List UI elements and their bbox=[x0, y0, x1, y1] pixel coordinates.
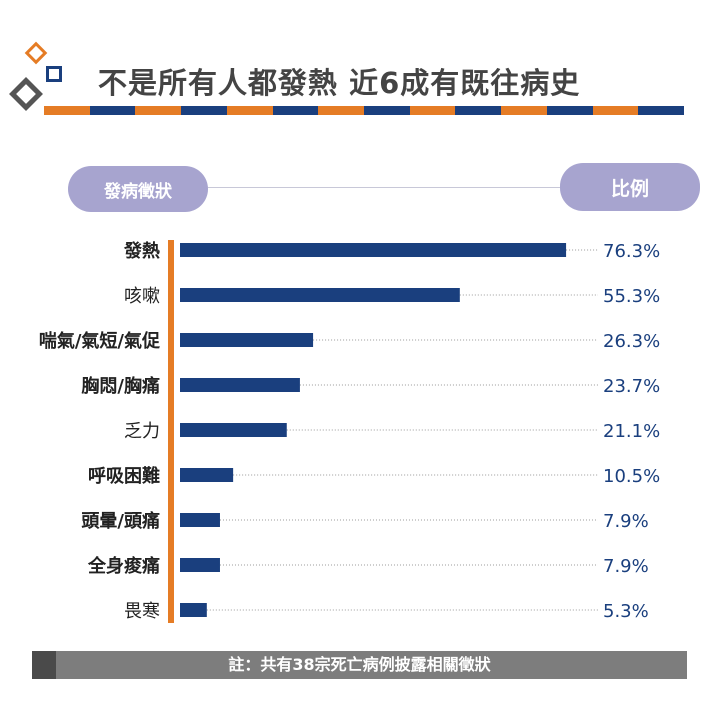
bar bbox=[180, 513, 220, 527]
bar bbox=[180, 378, 300, 392]
category-label: 咳嗽 bbox=[124, 286, 160, 307]
value-label: 26.3% bbox=[603, 331, 660, 352]
header-divider bbox=[208, 187, 560, 188]
value-label: 7.9% bbox=[603, 511, 649, 532]
value-label: 21.1% bbox=[603, 421, 660, 442]
footnote-bar: 註：共有38宗死亡病例披露相關徵狀 bbox=[32, 651, 687, 679]
category-label: 頭暈/頭痛 bbox=[81, 510, 160, 532]
value-label: 76.3% bbox=[603, 241, 660, 262]
category-label: 乏力 bbox=[124, 421, 160, 442]
value-label: 55.3% bbox=[603, 286, 660, 307]
title-stripe bbox=[44, 106, 685, 115]
bar bbox=[180, 603, 207, 617]
category-label: 胸悶/胸痛 bbox=[81, 375, 160, 397]
bar bbox=[180, 288, 460, 302]
value-label: 7.9% bbox=[603, 556, 649, 577]
category-label: 喘氣/氣短/氣促 bbox=[39, 330, 161, 352]
bar bbox=[180, 423, 287, 437]
category-label: 呼吸困難 bbox=[88, 465, 160, 487]
value-label: 5.3% bbox=[603, 601, 649, 622]
bar bbox=[180, 333, 314, 347]
category-label: 發熱 bbox=[123, 240, 160, 262]
symptom-header-pill: 發病徵狀 bbox=[68, 166, 208, 212]
bar bbox=[180, 243, 567, 257]
footnote-accent bbox=[32, 651, 56, 679]
footnote-text: 註：共有38宗死亡病例披露相關徵狀 bbox=[228, 655, 491, 674]
ratio-header-pill: 比例 bbox=[560, 163, 700, 211]
bar bbox=[180, 468, 234, 482]
diamond-logo-icon bbox=[9, 41, 62, 111]
category-axis-line bbox=[168, 240, 174, 623]
value-label: 10.5% bbox=[603, 466, 660, 487]
bar bbox=[180, 558, 220, 572]
category-label: 畏寒 bbox=[124, 601, 160, 622]
category-label: 全身痠痛 bbox=[87, 555, 160, 577]
value-label: 23.7% bbox=[603, 376, 660, 397]
chart-title: 不是所有人都發熱 近6成有既往病史 bbox=[98, 66, 581, 100]
